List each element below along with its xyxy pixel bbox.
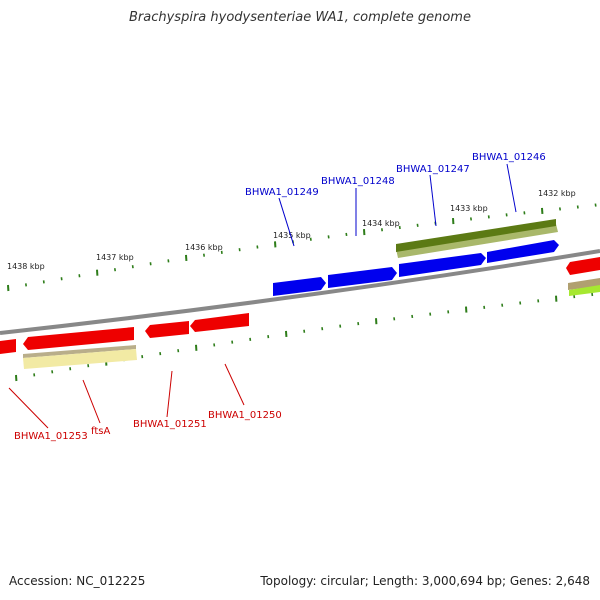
genome-summary-text: Topology: circular; Length: 3,000,694 bp… <box>260 574 590 588</box>
reverse-gene-feature[interactable] <box>23 345 137 369</box>
forward-cds-arrow[interactable] <box>487 240 559 263</box>
scale-label: 1438 kbp <box>7 262 45 271</box>
reverse-cds-arrow[interactable] <box>566 257 600 275</box>
scale-label: 1437 kbp <box>96 253 134 262</box>
leader-line <box>8 387 49 429</box>
forward-cds-arrow[interactable] <box>273 277 326 296</box>
forward-labels: BHWA1_01249 BHWA1_01248 BHWA1_01247 BHWA… <box>245 152 546 198</box>
map-title: Brachyspira hyodysenteriae WA1, complete… <box>129 10 471 25</box>
genome-backbone <box>0 249 600 335</box>
reverse-gene-feature[interactable] <box>569 285 600 296</box>
reverse-cds-arrow[interactable] <box>145 321 189 338</box>
leader-line <box>224 363 245 406</box>
leader-line <box>506 163 517 213</box>
gene-label[interactable]: BHWA1_01253 <box>14 431 88 442</box>
gene-label[interactable]: BHWA1_01249 <box>245 187 319 198</box>
gene-label[interactable]: BHWA1_01251 <box>133 419 207 430</box>
leader-line <box>278 197 295 247</box>
accession-text: Accession: NC_012225 <box>9 574 146 588</box>
forward-cds-arrow[interactable] <box>399 253 486 277</box>
scale-labels: 1438 kbp 1437 kbp 1436 kbp 1435 kbp 1434… <box>7 189 576 271</box>
scale-label: 1432 kbp <box>538 189 576 198</box>
leader-line <box>429 174 437 227</box>
scale-label: 1435 kbp <box>273 231 311 240</box>
leader-line <box>82 379 101 424</box>
scale-label: 1433 kbp <box>450 204 488 213</box>
forward-cds-arrow[interactable] <box>328 267 397 288</box>
gene-label[interactable]: BHWA1_01248 <box>321 176 395 187</box>
reverse-leader-lines <box>8 363 245 429</box>
reverse-cds-features <box>0 313 249 354</box>
scale-label: 1436 kbp <box>185 243 223 252</box>
gene-label[interactable]: BHWA1_01247 <box>396 164 470 175</box>
reverse-cds-arrow[interactable] <box>190 313 249 332</box>
leader-line <box>166 370 173 418</box>
gene-label[interactable]: BHWA1_01250 <box>208 410 282 421</box>
reverse-cds-arrow[interactable] <box>23 327 134 350</box>
forward-gene-feature[interactable] <box>396 219 558 258</box>
forward-cds-features <box>273 240 559 296</box>
forward-leader-lines <box>278 163 517 247</box>
gene-label[interactable]: ftsA <box>91 426 110 437</box>
reverse-cds-arrow[interactable] <box>0 339 16 354</box>
reverse-labels: BHWA1_01253 ftsA BHWA1_01251 BHWA1_01250 <box>14 410 282 442</box>
outer-tick-row <box>7 203 597 292</box>
right-edge-features <box>566 257 600 296</box>
scale-label: 1434 kbp <box>362 219 400 228</box>
gene-label[interactable]: BHWA1_01246 <box>472 152 546 163</box>
